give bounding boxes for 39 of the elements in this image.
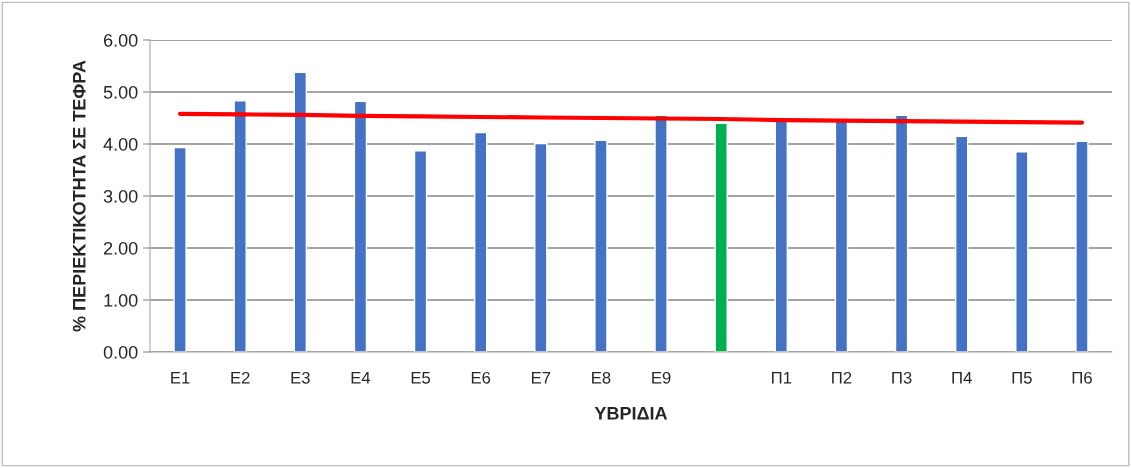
x-tick-label: Π4 [952,372,972,384]
bar [654,114,668,352]
y-tick-label: 0.00 [103,345,138,359]
y-tick-label: 3.00 [103,189,138,203]
x-axis-title: ΥΒΡΙΔΙΑ [594,407,668,420]
x-tick-label: Ε2 [231,371,250,384]
bar [293,71,308,352]
x-tick-label: Ε7 [531,372,551,384]
line-series [177,111,1085,125]
x-tick-label: Π5 [1012,372,1032,384]
bar [1015,151,1029,352]
x-tick-label: Π6 [1072,371,1092,384]
x-tick-label: Ε1 [171,372,190,384]
y-tick-label: 6.00 [103,33,138,47]
bar [894,114,909,352]
y-tick-label: 2.00 [103,241,138,255]
x-tick-label: Ε5 [411,372,431,384]
y-tick-label: 5.00 [103,85,138,99]
bar [1075,140,1089,352]
bar [173,146,187,352]
x-tick-label: Ε8 [592,371,611,384]
y-axis-title: % ΠΕΡΙΕΚΤΙΚΟΤΗΤΑ ΣΕ ΤΕΦΡΑ [72,60,86,332]
bar [954,135,969,352]
x-tick-label: Ε9 [652,371,671,384]
bar [473,131,488,352]
bar [714,122,728,352]
bar [353,100,368,352]
x-tick-label: Ε4 [351,372,371,384]
x-tick-label: Ε3 [291,371,310,384]
x-tick-label: Ε6 [471,371,491,384]
bar [413,150,428,352]
bar [534,142,548,352]
x-tick-label: Π1 [772,372,792,384]
bar [594,139,608,352]
y-tick-label: 4.00 [103,137,138,151]
x-tick-label: Π2 [832,371,852,384]
x-tick-label: Π3 [892,371,912,384]
bar [233,100,247,352]
y-tick-label: 1.00 [104,293,138,307]
